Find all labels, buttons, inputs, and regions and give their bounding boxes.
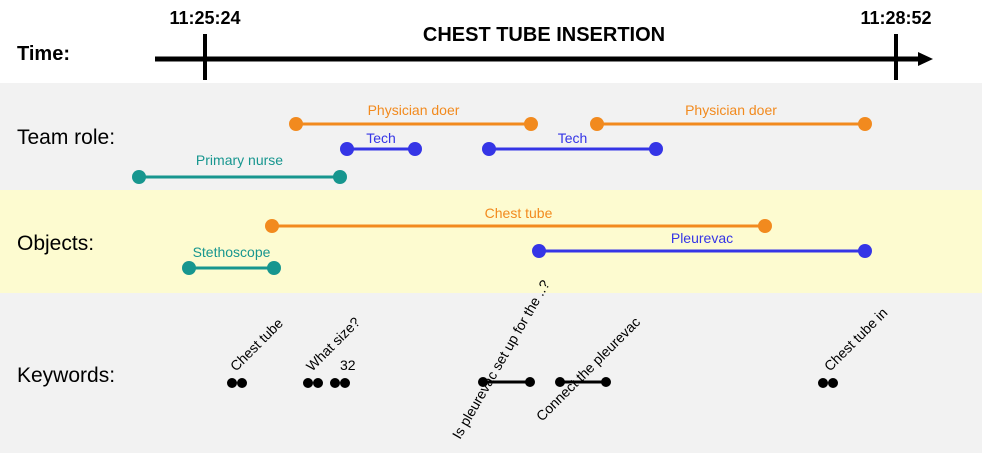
- object-span: Stethoscope: [182, 244, 281, 275]
- keyword-dot: [525, 377, 535, 387]
- object-span-label: Stethoscope: [193, 244, 271, 260]
- team-role-span-label: Physician doer: [685, 102, 777, 118]
- team-role-span-end-dot: [649, 142, 663, 156]
- object-span-end-dot: [267, 261, 281, 275]
- team-role-span: Primary nurse: [132, 152, 347, 184]
- team-role-spans: Physician doer Physician doer Tech Tech Prim…: [132, 102, 872, 184]
- keyword-dot: [340, 378, 350, 388]
- team-role-span-label: Tech: [366, 130, 396, 146]
- team-role-band: [0, 83, 982, 190]
- end-time-label: 11:28:52: [860, 8, 931, 28]
- object-span-label: Pleurevac: [671, 230, 733, 246]
- keyword-label: 32: [340, 357, 356, 373]
- object-span-end-dot: [858, 244, 872, 258]
- team-role-span-start-dot: [482, 142, 496, 156]
- keyword-dot: [555, 377, 565, 387]
- diagram-title: CHEST TUBE INSERTION: [423, 24, 665, 46]
- team-role-span-end-dot: [333, 170, 347, 184]
- time-label: Time:: [17, 43, 70, 65]
- team-role-span-start-dot: [289, 117, 303, 131]
- team-role-span-label: Primary nurse: [196, 152, 283, 168]
- object-span-start-dot: [532, 244, 546, 258]
- team-role-span-start-dot: [132, 170, 146, 184]
- object-span-start-dot: [265, 219, 279, 233]
- keyword-dot: [303, 378, 313, 388]
- keyword-dot: [818, 378, 828, 388]
- team-role-span-start-dot: [340, 142, 354, 156]
- keyword-dot: [828, 378, 838, 388]
- keyword-dot: [330, 378, 340, 388]
- team-role-span: Tech: [482, 130, 663, 156]
- keywords-band: [0, 293, 982, 453]
- keyword-dot: [227, 378, 237, 388]
- object-spans: Chest tube Pleurevac Stethoscope: [182, 205, 872, 275]
- keyword-dot: [601, 377, 611, 387]
- team-role-span-start-dot: [590, 117, 604, 131]
- team-role-span-label: Physician doer: [368, 102, 460, 118]
- keyword-dot: [237, 378, 247, 388]
- team-role-row-label: Team role:: [17, 126, 115, 149]
- object-span-label: Chest tube: [485, 205, 553, 221]
- team-role-span-end-dot: [408, 142, 422, 156]
- object-span: Chest tube: [265, 205, 772, 233]
- team-role-span-end-dot: [858, 117, 872, 131]
- keywords-row-label: Keywords:: [17, 364, 115, 387]
- team-role-span: Tech: [340, 130, 422, 156]
- object-span-end-dot: [758, 219, 772, 233]
- object-span-start-dot: [182, 261, 196, 275]
- objects-row-label: Objects:: [17, 232, 94, 255]
- team-role-span-end-dot: [524, 117, 538, 131]
- team-role-span: Physician doer: [590, 102, 872, 131]
- keyword-dot: [478, 377, 488, 387]
- keyword-dot: [313, 378, 323, 388]
- team-role-span-label: Tech: [558, 130, 588, 146]
- team-role-span: Physician doer: [289, 102, 538, 131]
- time-axis-arrowhead: [918, 52, 933, 66]
- start-time-label: 11:25:24: [169, 8, 240, 28]
- objects-band: [0, 190, 982, 293]
- object-span: Pleurevac: [532, 230, 872, 258]
